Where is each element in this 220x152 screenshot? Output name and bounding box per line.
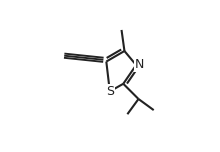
Text: S: S — [106, 85, 114, 98]
Text: N: N — [135, 58, 145, 71]
